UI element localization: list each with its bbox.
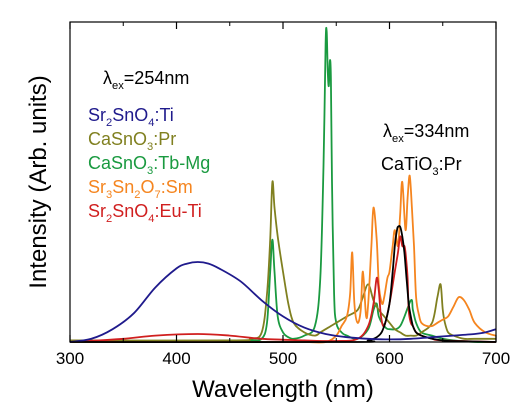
annotation-catio3: CaTiO3:Pr [381, 154, 462, 178]
text-run: Sr [88, 201, 106, 221]
text-run: :Tb-Mg [153, 153, 210, 173]
text-run: O [140, 177, 154, 197]
legend-entry: CaSnO3:Pr [88, 129, 176, 153]
x-tick-label: 400 [162, 349, 190, 368]
x-axis-label: Wavelength (nm) [192, 376, 374, 403]
x-tick-label: 600 [375, 349, 403, 368]
text-run: CaTiO [381, 154, 432, 174]
subscript: 3 [147, 141, 153, 153]
text-run: =254nm [124, 68, 190, 88]
x-axis-ticks: 300 400 500 600 700 [56, 22, 510, 368]
subscript: 2 [134, 189, 140, 201]
text-run: Sn [112, 177, 134, 197]
text-run: SnO [112, 201, 148, 221]
series-line-5 [69, 225, 497, 344]
subscript: 7 [154, 189, 160, 201]
x-tick-label: 300 [56, 349, 84, 368]
subscript: 2 [106, 117, 112, 129]
annotation-ex254: λex=254nm [103, 68, 189, 92]
legend-entry: CaSnO3:Tb-Mg [88, 153, 210, 177]
text-run: CaSnO [88, 153, 147, 173]
series-line-1 [69, 26, 497, 344]
series-line-3 [69, 174, 497, 344]
text-run: :Eu-Ti [154, 201, 201, 221]
subscript: 4 [148, 117, 154, 129]
text-run: :Pr [153, 129, 176, 149]
text-run: λ [103, 68, 112, 88]
y-axis-label: Intensity (Arb. units) [25, 75, 52, 288]
legend-entry: Sr3Sn2O7:Sm [88, 177, 193, 201]
subscript: 2 [106, 213, 112, 225]
text-run: :Ti [154, 105, 173, 125]
subscript: 3 [432, 166, 438, 178]
legend: Sr2SnO4:TiCaSnO3:PrCaSnO3:Tb-MgSr3Sn2O7:… [88, 105, 210, 225]
text-run: =334nm [404, 121, 470, 141]
text-run: SnO [112, 105, 148, 125]
legend-entry: Sr2SnO4:Eu-Ti [88, 201, 202, 225]
text-run: Sr [88, 105, 106, 125]
text-run: Sr [88, 177, 106, 197]
subscript: 3 [147, 165, 153, 177]
text-run: :Pr [439, 154, 462, 174]
series-layer [69, 26, 497, 344]
x-tick-label: 700 [482, 349, 510, 368]
series-line-6 [69, 261, 497, 343]
subscript: ex [392, 133, 404, 145]
legend-entry: Sr2SnO4:Ti [88, 105, 174, 129]
subscript: ex [112, 80, 124, 92]
text-run: CaSnO [88, 129, 147, 149]
text-run: :Sm [161, 177, 193, 197]
text-run: λ [383, 121, 392, 141]
x-tick-label: 500 [269, 349, 297, 368]
subscript: 3 [106, 189, 112, 201]
annotation-ex334: λex=334nm [383, 121, 469, 145]
subscript: 4 [148, 213, 154, 225]
